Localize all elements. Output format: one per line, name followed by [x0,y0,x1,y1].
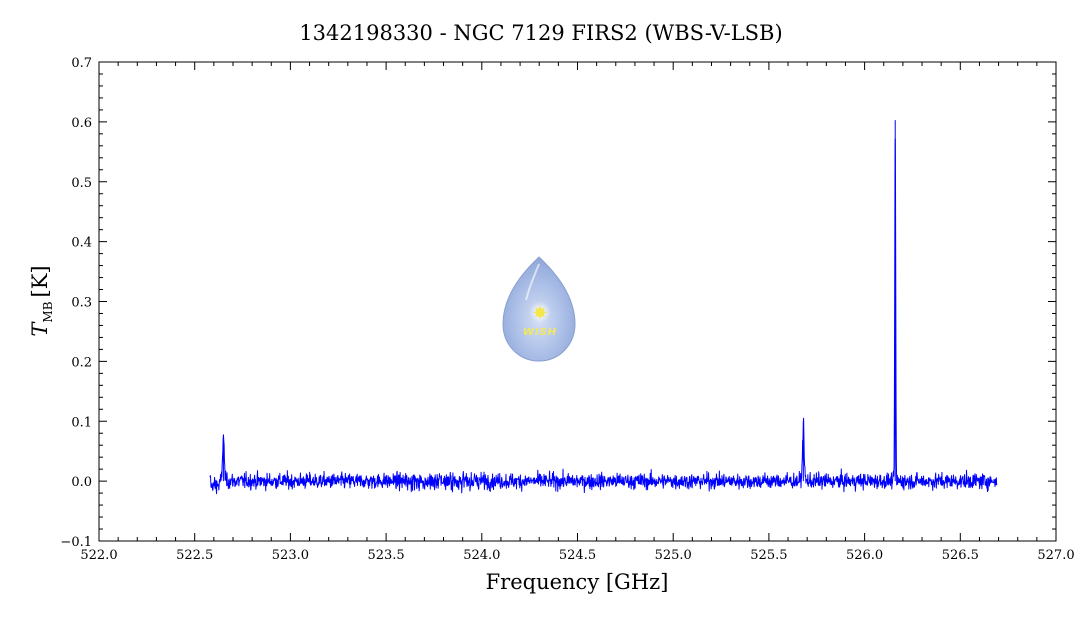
x-tick-label: 525.5 [750,548,787,563]
svg-text:TMB[K]: TMB [K] [28,265,55,336]
y-tick-label: 0.2 [71,355,92,370]
wish-logo: ✸ WISH [502,256,576,362]
x-tick-labels: 522.0 522.5 523.0 523.5 524.0 524.5 525.0 525.5… [80,548,1074,563]
plot-frame [98,61,1057,542]
y-tick-labels: −0.1 0.0 0.1 0.2 0.3 0.4 0.5 0.6 0.7 [60,56,92,550]
y-axis-unit: [K] [28,265,52,297]
x-tick-label: 525.0 [655,548,692,563]
x-tick-label: 524.5 [559,548,596,563]
x-tick-label: 523.5 [367,548,404,563]
y-axis-subscript: MB [41,301,55,322]
y-tick-label: 0.3 [71,296,92,311]
spectrum-line [209,120,998,495]
y-tick-label: 0.1 [71,415,92,430]
y-axis-label: TMB [K] [28,265,55,336]
star-icon: ✸ [532,303,547,324]
logo-text: WISH [523,327,557,338]
x-tick-label: 522.5 [176,548,213,563]
axis-ticks [98,61,1057,542]
chart-title: 1342198330 - NGC 7129 FIRS2 (WBS-V-LSB) [299,21,782,45]
x-tick-label: 524.0 [463,548,500,563]
y-tick-label: 0.7 [71,56,92,71]
x-axis-label: Frequency [GHz] [486,570,669,594]
x-tick-label: 527.0 [1037,548,1074,563]
y-tick-label: 0.4 [71,236,92,251]
y-tick-label: 0.6 [71,116,92,131]
x-tick-label: 522.0 [80,548,117,563]
x-tick-label: 523.0 [272,548,309,563]
y-tick-label: 0.5 [71,176,92,191]
y-tick-label: −0.1 [60,535,92,550]
x-tick-label: 526.5 [942,548,979,563]
y-axis-symbol: T [28,321,52,337]
x-tick-label: 526.0 [846,548,883,563]
y-tick-label: 0.0 [71,475,92,490]
